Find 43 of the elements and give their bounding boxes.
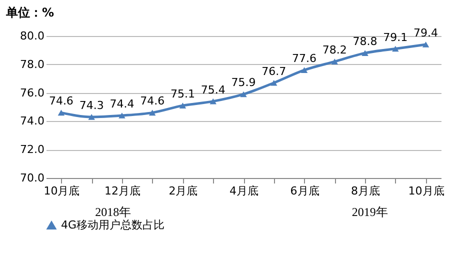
y-tick-label: 76.0 [20, 86, 44, 100]
point [240, 91, 247, 98]
y-tick-label: 70.0 [20, 172, 44, 184]
data-label: 77.6 [292, 52, 317, 66]
y-tick-label: 72.0 [20, 143, 44, 156]
data-label: 79.1 [383, 30, 408, 44]
text: 2019年 [352, 205, 388, 219]
point [118, 112, 126, 118]
point [422, 42, 430, 48]
data-label: 74.6 [48, 94, 74, 108]
point [210, 98, 216, 104]
data-label: 79.4 [414, 26, 438, 40]
x-tick-label: 6月底 [290, 184, 320, 198]
data-label: 74.3 [79, 98, 104, 112]
point [270, 80, 278, 86]
chart-title: 单位：% [5, 6, 54, 20]
data-label: 75.4 [200, 83, 226, 96]
x-tick-label: 8月底 [351, 184, 380, 198]
data-label: 78.2 [322, 44, 347, 57]
x-tick-label: 12月底 [104, 184, 140, 198]
x-tick-label: 2月底 [168, 184, 198, 198]
data-label: 76.7 [262, 64, 286, 78]
data-label: 75.9 [231, 76, 256, 90]
point [58, 110, 65, 116]
point [300, 67, 308, 73]
data-label: 74.6 [140, 94, 165, 108]
x-tick-label: 4月底 [230, 184, 258, 198]
x-tick-label: 10月底 [408, 184, 444, 198]
point [88, 114, 95, 120]
data-label: 74.4 [110, 98, 134, 111]
text: 2018年 [95, 205, 132, 219]
point [148, 110, 156, 116]
point [362, 50, 368, 56]
point [331, 58, 338, 64]
legend-label: 4G移动用户总数占比 [61, 218, 165, 232]
point [179, 102, 186, 108]
data-label: 75.1 [170, 88, 195, 101]
x-tick-label: 10月底 [44, 184, 80, 198]
y-tick-label: 74.0 [20, 114, 44, 128]
data-label: 78.8 [352, 35, 378, 48]
point [392, 46, 399, 52]
y-tick-label: 78.0 [20, 58, 44, 71]
y-tick-label: 80.0 [20, 30, 44, 42]
